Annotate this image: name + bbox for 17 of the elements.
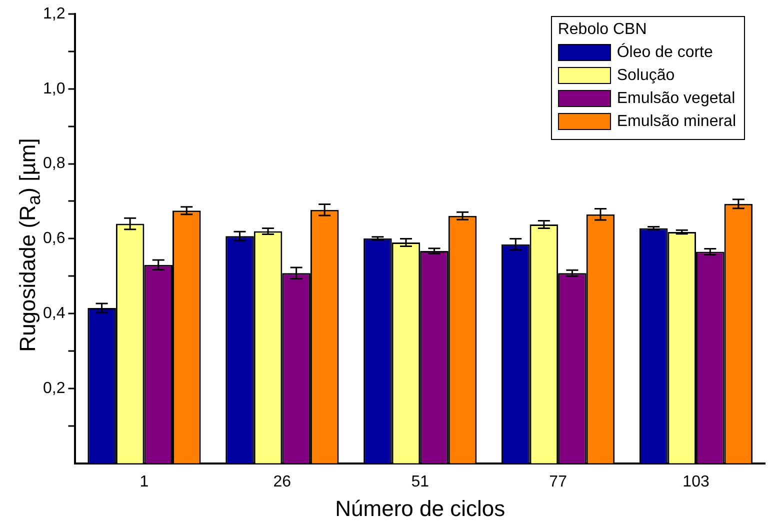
x-tick-label: 103 [682,473,710,490]
legend-title: Rebolo CBN [558,21,648,39]
legend-label: Emulsão vegetal [616,90,736,108]
legend-label: Óleo de corte [616,44,713,62]
x-tick-label: 77 [549,473,568,490]
y-tick-label: 0,6 [42,230,66,248]
y-tick-label: 1,2 [42,5,66,22]
y-tick-label: 0,4 [42,305,66,322]
x-tick-label: 1 [140,473,149,490]
x-axis-title: Número de ciclos [335,496,506,521]
x-tick-label: 51 [411,473,430,490]
x-tick-label: 26 [273,473,292,490]
y-tick-label: 1,0 [42,80,66,98]
legend-label: Emulsão mineral [616,112,736,130]
y-tick-label: 0,8 [42,155,66,172]
y-tick-label: 0,2 [42,380,66,397]
legend-label: Solução [616,66,675,84]
